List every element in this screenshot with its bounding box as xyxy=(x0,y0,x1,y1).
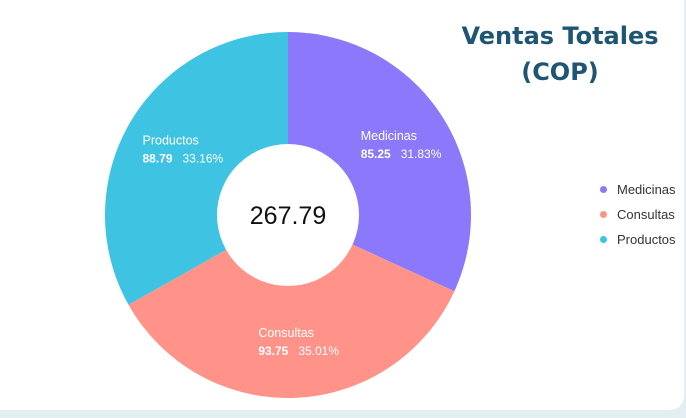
slice-label-value: 85.25 xyxy=(361,147,391,161)
legend-dot xyxy=(600,211,607,218)
slice-consultas[interactable] xyxy=(128,215,455,398)
chart-card: Ventas Totales (COP) 267.79 Medicinas 85.… xyxy=(0,0,684,410)
chart-title-line-2: (COP) xyxy=(521,58,599,86)
donut-hole xyxy=(217,144,359,286)
slice-label-name: Consultas xyxy=(258,326,314,340)
legend-dot xyxy=(600,236,607,243)
chart-title-line-1: Ventas Totales xyxy=(461,22,659,50)
center-total: 267.79 xyxy=(250,202,326,230)
slice-label-percent: 33.16% xyxy=(183,151,224,165)
legend-item-consultas[interactable]: Consultas xyxy=(600,206,676,223)
slice-label-value: 93.75 xyxy=(258,344,288,358)
slice-label-percent: 31.83% xyxy=(401,147,442,161)
slice-label-percent: 35.01% xyxy=(298,344,339,358)
slice-labels: Medicinas 85.25 31.83% Consultas 93.75 35.01%… xyxy=(143,129,442,358)
legend-label: Medicinas xyxy=(617,182,676,197)
slice-label-value: 88.79 xyxy=(143,151,173,165)
legend-dot xyxy=(600,186,607,193)
legend-label: Productos xyxy=(617,232,676,247)
donut-chart: 267.79 Medicinas 85.25 31.83% Consultas 93.7… xyxy=(105,32,471,398)
legend-item-medicinas[interactable]: Medicinas xyxy=(600,181,676,198)
slice-label-name: Productos xyxy=(143,133,199,147)
legend-label: Consultas xyxy=(617,207,675,222)
legend: Medicinas Consultas Productos xyxy=(600,181,676,256)
chart-title: Ventas Totales (COP) xyxy=(440,18,680,90)
legend-item-productos[interactable]: Productos xyxy=(600,231,676,248)
slice-label-name: Medicinas xyxy=(361,129,417,143)
